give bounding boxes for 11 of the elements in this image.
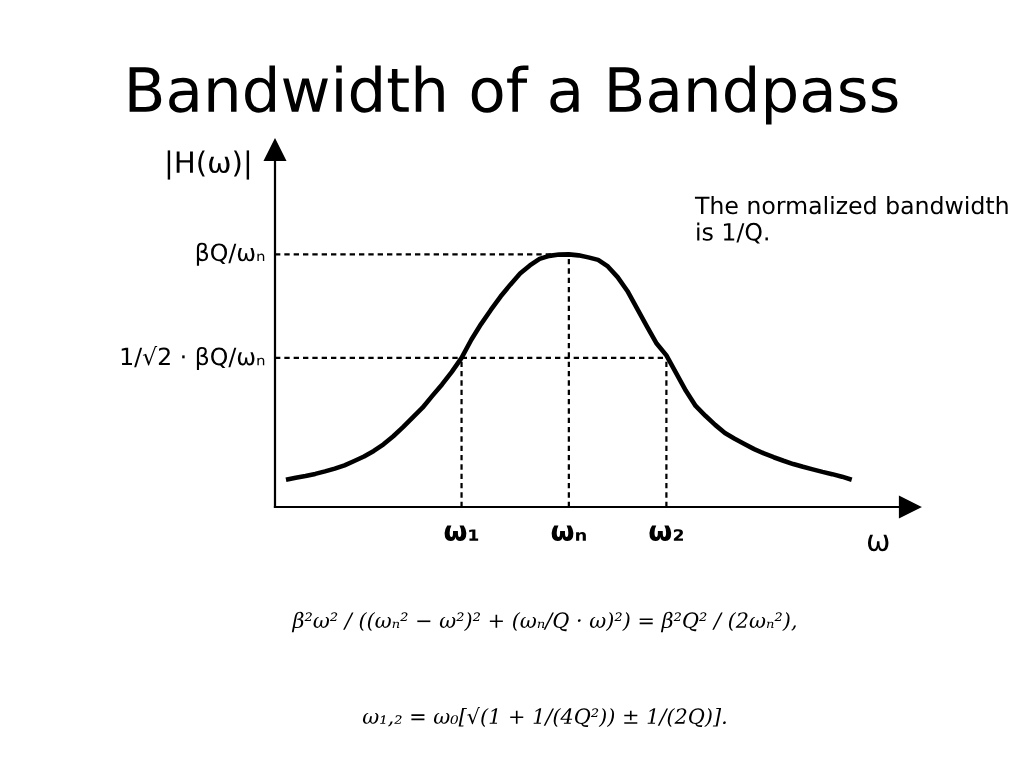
text: β²ω² / ((ωₙ² − ω²)² + (ωₙ/Q · ω)²) = β²Q² / (2ωₙ²), (291, 611, 797, 633)
x-tick-label: ω₂ (649, 525, 683, 541)
y-axis-title: |H(ω)| (167, 150, 250, 180)
text: The normalized bandwidth is 1/Q. (694, 196, 1008, 244)
x-tick-label: ωₙ (551, 525, 586, 541)
x-tick-label: ω₁ (444, 525, 479, 541)
x-axis-title: ω (867, 534, 889, 552)
chart-title: Bandwidth of a Bandpass (129, 65, 898, 125)
ref-line-label: βQ/ωₙ (196, 242, 265, 266)
text: ω₁,₂ = ω₀[√(1 + 1/(4Q²)) ± 1/(2Q)]. (362, 706, 726, 728)
ref-line-label: 1/√2 · βQ/ωₙ (121, 345, 265, 370)
